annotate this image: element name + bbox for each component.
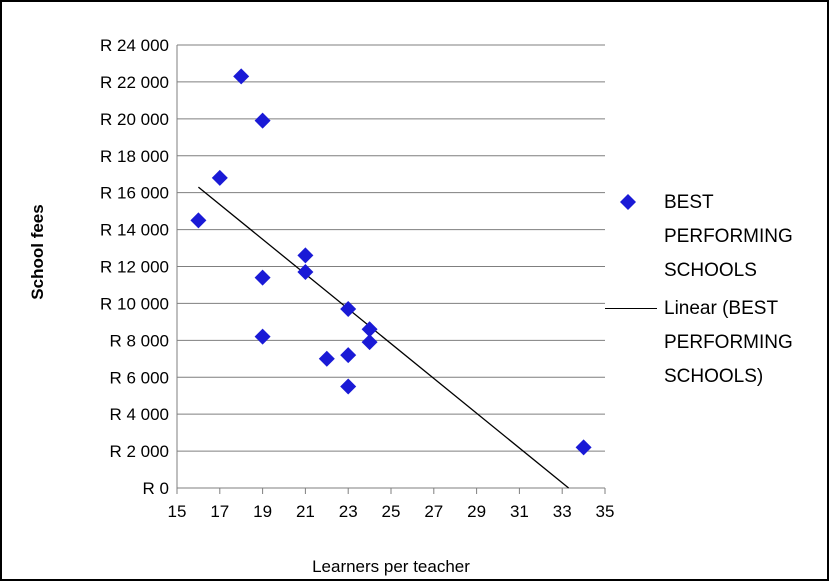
y-axis-title: School fees (28, 204, 47, 299)
trendline (197, 186, 570, 489)
y-tick-label: R 14 000 (100, 221, 169, 240)
x-tick-label: 29 (467, 502, 486, 521)
data-point-diamond (575, 439, 592, 456)
y-tick-label: R 0 (143, 479, 169, 498)
x-axis-title: Learners per teacher (312, 557, 470, 576)
x-tick-label: 25 (382, 502, 401, 521)
data-point-diamond (297, 264, 314, 281)
y-tick-label: R 16 000 (100, 184, 169, 203)
data-point-diamond (297, 247, 314, 264)
y-tick-label: R 10 000 (100, 294, 169, 313)
data-point-diamond (190, 212, 207, 229)
data-point-diamond (318, 350, 335, 367)
data-point-diamond (340, 347, 357, 364)
data-point-diamond (233, 68, 250, 85)
data-point-diamond (340, 300, 357, 317)
data-point-diamond (211, 169, 228, 186)
legend-entry-trendline: Linear (BEST PERFORMING SCHOOLS) (605, 292, 822, 394)
x-tick-label: 23 (339, 502, 358, 521)
x-tick-label: 27 (424, 502, 443, 521)
x-tick-label: 19 (253, 502, 272, 521)
diamond-marker-icon (620, 194, 636, 210)
x-tick-label: 17 (210, 502, 229, 521)
legend-label-line: Linear (BEST (664, 298, 779, 319)
trendline-swatch (605, 308, 657, 309)
y-tick-label: R 4 000 (109, 405, 169, 424)
y-tick-label: R 12 000 (100, 258, 169, 277)
legend-label-line: BEST (664, 192, 714, 213)
data-point-diamond (361, 334, 378, 351)
y-tick-label: R 20 000 (100, 110, 169, 129)
data-point-diamond (361, 321, 378, 338)
data-point-diamond (340, 378, 357, 395)
legend-label-line: SCHOOLS) (664, 366, 764, 387)
x-tick-label: 33 (553, 502, 572, 521)
legend-label-line: SCHOOLS (664, 260, 757, 281)
y-tick-label: R 6 000 (109, 368, 169, 387)
legend-label-line: PERFORMING (664, 226, 793, 247)
legend-entry-scatter: BEST PERFORMING SCHOOLS (612, 186, 822, 288)
y-tick-label: R 2 000 (109, 442, 169, 461)
x-tick-label: 15 (168, 502, 187, 521)
y-tick-label: R 22 000 (100, 73, 169, 92)
x-tick-label: 31 (510, 502, 529, 521)
legend: BEST PERFORMING SCHOOLS Linear (BEST PER… (605, 186, 822, 394)
legend-label-line: PERFORMING (664, 332, 793, 353)
y-tick-label: R 8 000 (109, 331, 169, 350)
data-point-diamond (254, 269, 271, 286)
y-tick-label: R 24 000 (100, 36, 169, 55)
data-point-diamond (254, 328, 271, 345)
data-point-diamond (254, 112, 271, 129)
y-tick-label: R 18 000 (100, 147, 169, 166)
x-tick-label: 35 (596, 502, 615, 521)
x-tick-label: 21 (296, 502, 315, 521)
